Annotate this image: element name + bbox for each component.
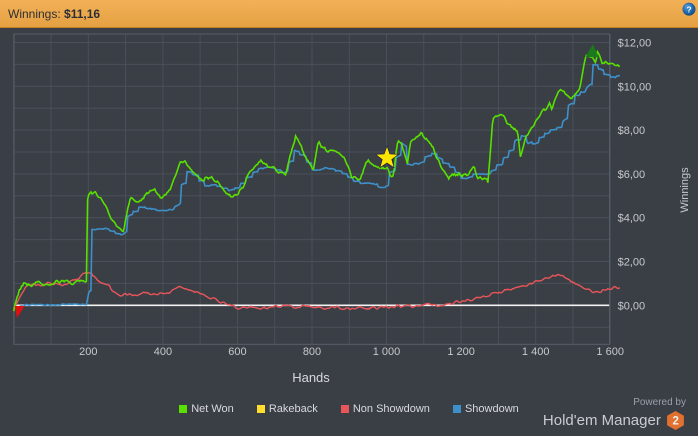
svg-text:?: ? — [686, 4, 691, 14]
svg-text:2: 2 — [673, 416, 679, 428]
